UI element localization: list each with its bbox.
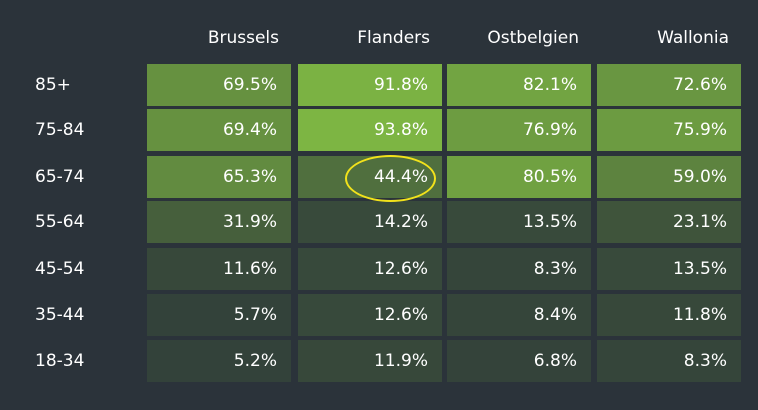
heatmap-cell: 6.8% xyxy=(447,340,591,382)
heatmap-cell: 11.8% xyxy=(597,294,741,336)
heatmap-cell: 8.3% xyxy=(447,248,591,290)
cell-value-label: 76.9% xyxy=(522,120,577,140)
cell-value-label: 91.8% xyxy=(373,75,428,95)
column-header-wallonia: Wallonia xyxy=(657,28,729,48)
cell-value-label: 11.8% xyxy=(672,305,727,325)
cell-value-label: 31.9% xyxy=(222,212,277,232)
heatmap-cell: 69.5% xyxy=(147,64,291,106)
heatmap-cell: 80.5% xyxy=(447,156,591,198)
heatmap-cell: 93.8% xyxy=(298,109,442,151)
cell-value-label: 6.8% xyxy=(533,351,577,371)
cell-value-label: 69.5% xyxy=(222,75,277,95)
cell-value-label: 23.1% xyxy=(672,212,727,232)
heatmap-cell: 8.3% xyxy=(597,340,741,382)
heatmap-cell: 75.9% xyxy=(597,109,741,151)
heatmap-cell: 31.9% xyxy=(147,201,291,243)
cell-value-label: 82.1% xyxy=(522,75,577,95)
cell-value-label: 11.9% xyxy=(373,351,428,371)
heatmap-cell: 12.6% xyxy=(298,294,442,336)
cell-value-label: 13.5% xyxy=(522,212,577,232)
heatmap-cell: 13.5% xyxy=(447,201,591,243)
heatmap-cell: 23.1% xyxy=(597,201,741,243)
cell-value-label: 12.6% xyxy=(373,259,428,279)
row-label-35-44: 35-44 xyxy=(35,305,85,325)
cell-value-label: 72.6% xyxy=(672,75,727,95)
cell-value-label: 44.4% xyxy=(373,167,428,187)
cell-value-label: 11.6% xyxy=(222,259,277,279)
heatmap-cell: 13.5% xyxy=(597,248,741,290)
heatmap-cell: 5.2% xyxy=(147,340,291,382)
cell-value-label: 5.2% xyxy=(233,351,277,371)
heatmap-cell: 8.4% xyxy=(447,294,591,336)
row-label-18-34: 18-34 xyxy=(35,351,85,371)
heatmap-cell: 82.1% xyxy=(447,64,591,106)
cell-value-label: 14.2% xyxy=(373,212,428,232)
cell-value-label: 59.0% xyxy=(672,167,727,187)
column-header-flanders: Flanders xyxy=(357,28,430,48)
row-label-65-74: 65-74 xyxy=(35,167,85,187)
heatmap-cell: 65.3% xyxy=(147,156,291,198)
cell-value-label: 8.4% xyxy=(533,305,577,325)
cell-value-label: 12.6% xyxy=(373,305,428,325)
cell-value-label: 5.7% xyxy=(233,305,277,325)
row-label-45-54: 45-54 xyxy=(35,259,85,279)
heatmap-cell: 11.9% xyxy=(298,340,442,382)
heatmap-cell: 14.2% xyxy=(298,201,442,243)
cell-value-label: 80.5% xyxy=(522,167,577,187)
cell-value-label: 65.3% xyxy=(222,167,277,187)
heatmap-cell: 5.7% xyxy=(147,294,291,336)
heatmap-cell: 76.9% xyxy=(447,109,591,151)
cell-value-label: 8.3% xyxy=(533,259,577,279)
heatmap-cell: 44.4% xyxy=(298,156,442,198)
heatmap-cell: 72.6% xyxy=(597,64,741,106)
cell-value-label: 69.4% xyxy=(222,120,277,140)
heatmap-cell: 12.6% xyxy=(298,248,442,290)
heatmap-cell: 91.8% xyxy=(298,64,442,106)
cell-value-label: 93.8% xyxy=(373,120,428,140)
cell-value-label: 75.9% xyxy=(672,120,727,140)
cell-value-label: 8.3% xyxy=(683,351,727,371)
row-label-55-64: 55-64 xyxy=(35,212,85,232)
row-label-85plus: 85+ xyxy=(35,75,71,95)
column-header-ostbelgien: Ostbelgien xyxy=(487,28,579,48)
heatmap-cell: 11.6% xyxy=(147,248,291,290)
cell-value-label: 13.5% xyxy=(672,259,727,279)
column-header-brussels: Brussels xyxy=(207,28,279,48)
heatmap-cell: 59.0% xyxy=(597,156,741,198)
row-label-75-84: 75-84 xyxy=(35,120,85,140)
heatmap-cell: 69.4% xyxy=(147,109,291,151)
